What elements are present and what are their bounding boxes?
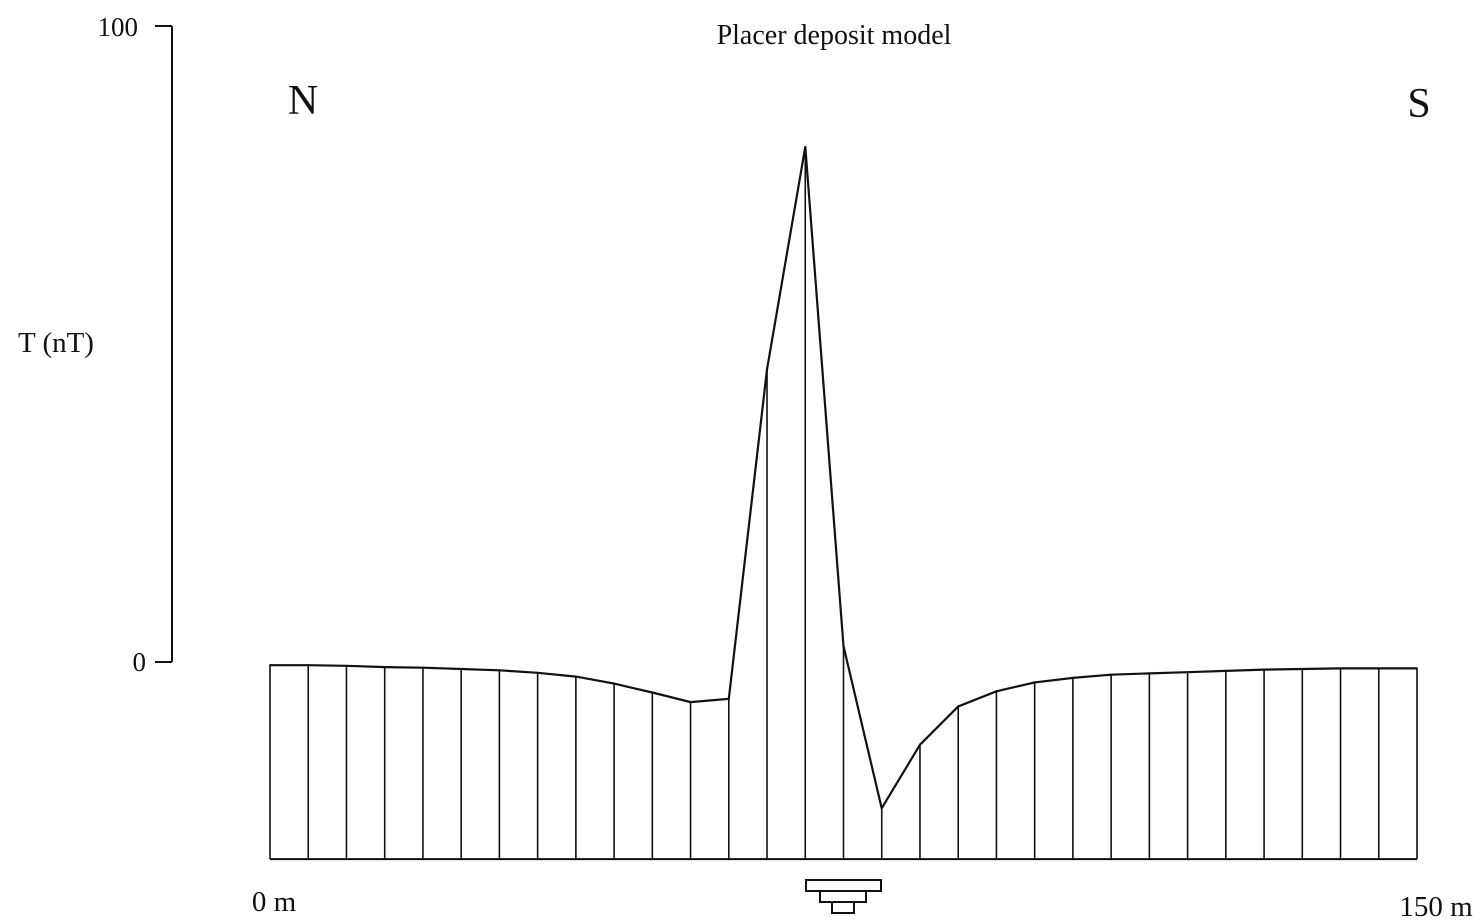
chart-title: Placer deposit model <box>717 20 952 51</box>
data-point <box>804 145 807 148</box>
deposit-body-icon <box>805 879 882 914</box>
y-axis-label: T (nT) <box>18 327 94 359</box>
data-point <box>1110 673 1113 676</box>
data-point <box>957 705 960 708</box>
data-point <box>1186 671 1189 674</box>
data-point <box>574 675 577 678</box>
data-point <box>651 691 654 694</box>
data-point <box>1071 676 1074 679</box>
data-point <box>1377 667 1380 670</box>
data-point <box>842 645 845 648</box>
data-point <box>498 669 501 672</box>
data-point <box>1416 667 1418 670</box>
data-point <box>1224 669 1227 672</box>
y-tick-label-100: 100 <box>98 12 139 42</box>
data-point <box>1263 668 1266 671</box>
data-point <box>383 666 386 669</box>
data-point <box>918 743 921 746</box>
data-point <box>880 807 883 810</box>
data-point <box>1339 667 1342 670</box>
data-point <box>421 666 424 669</box>
data-point <box>1301 667 1304 670</box>
direction-label-north: N <box>288 78 318 124</box>
data-point <box>536 671 539 674</box>
data-point <box>1033 681 1036 684</box>
data-point <box>613 682 616 685</box>
y-tick-label-0: 0 <box>133 647 147 677</box>
x-end-label: 150 m <box>1399 891 1473 921</box>
data-point <box>345 664 348 667</box>
data-point <box>727 697 730 700</box>
data-point <box>766 368 769 371</box>
profile-curve-group <box>269 145 1418 812</box>
profile-bars <box>269 146 1418 861</box>
data-point <box>460 667 463 670</box>
data-point <box>689 701 692 704</box>
data-point <box>1148 672 1151 675</box>
data-point <box>307 664 310 667</box>
data-point <box>269 664 271 667</box>
data-point <box>995 690 998 693</box>
direction-label-south: S <box>1407 81 1430 127</box>
x-start-label: 0 m <box>252 886 297 918</box>
